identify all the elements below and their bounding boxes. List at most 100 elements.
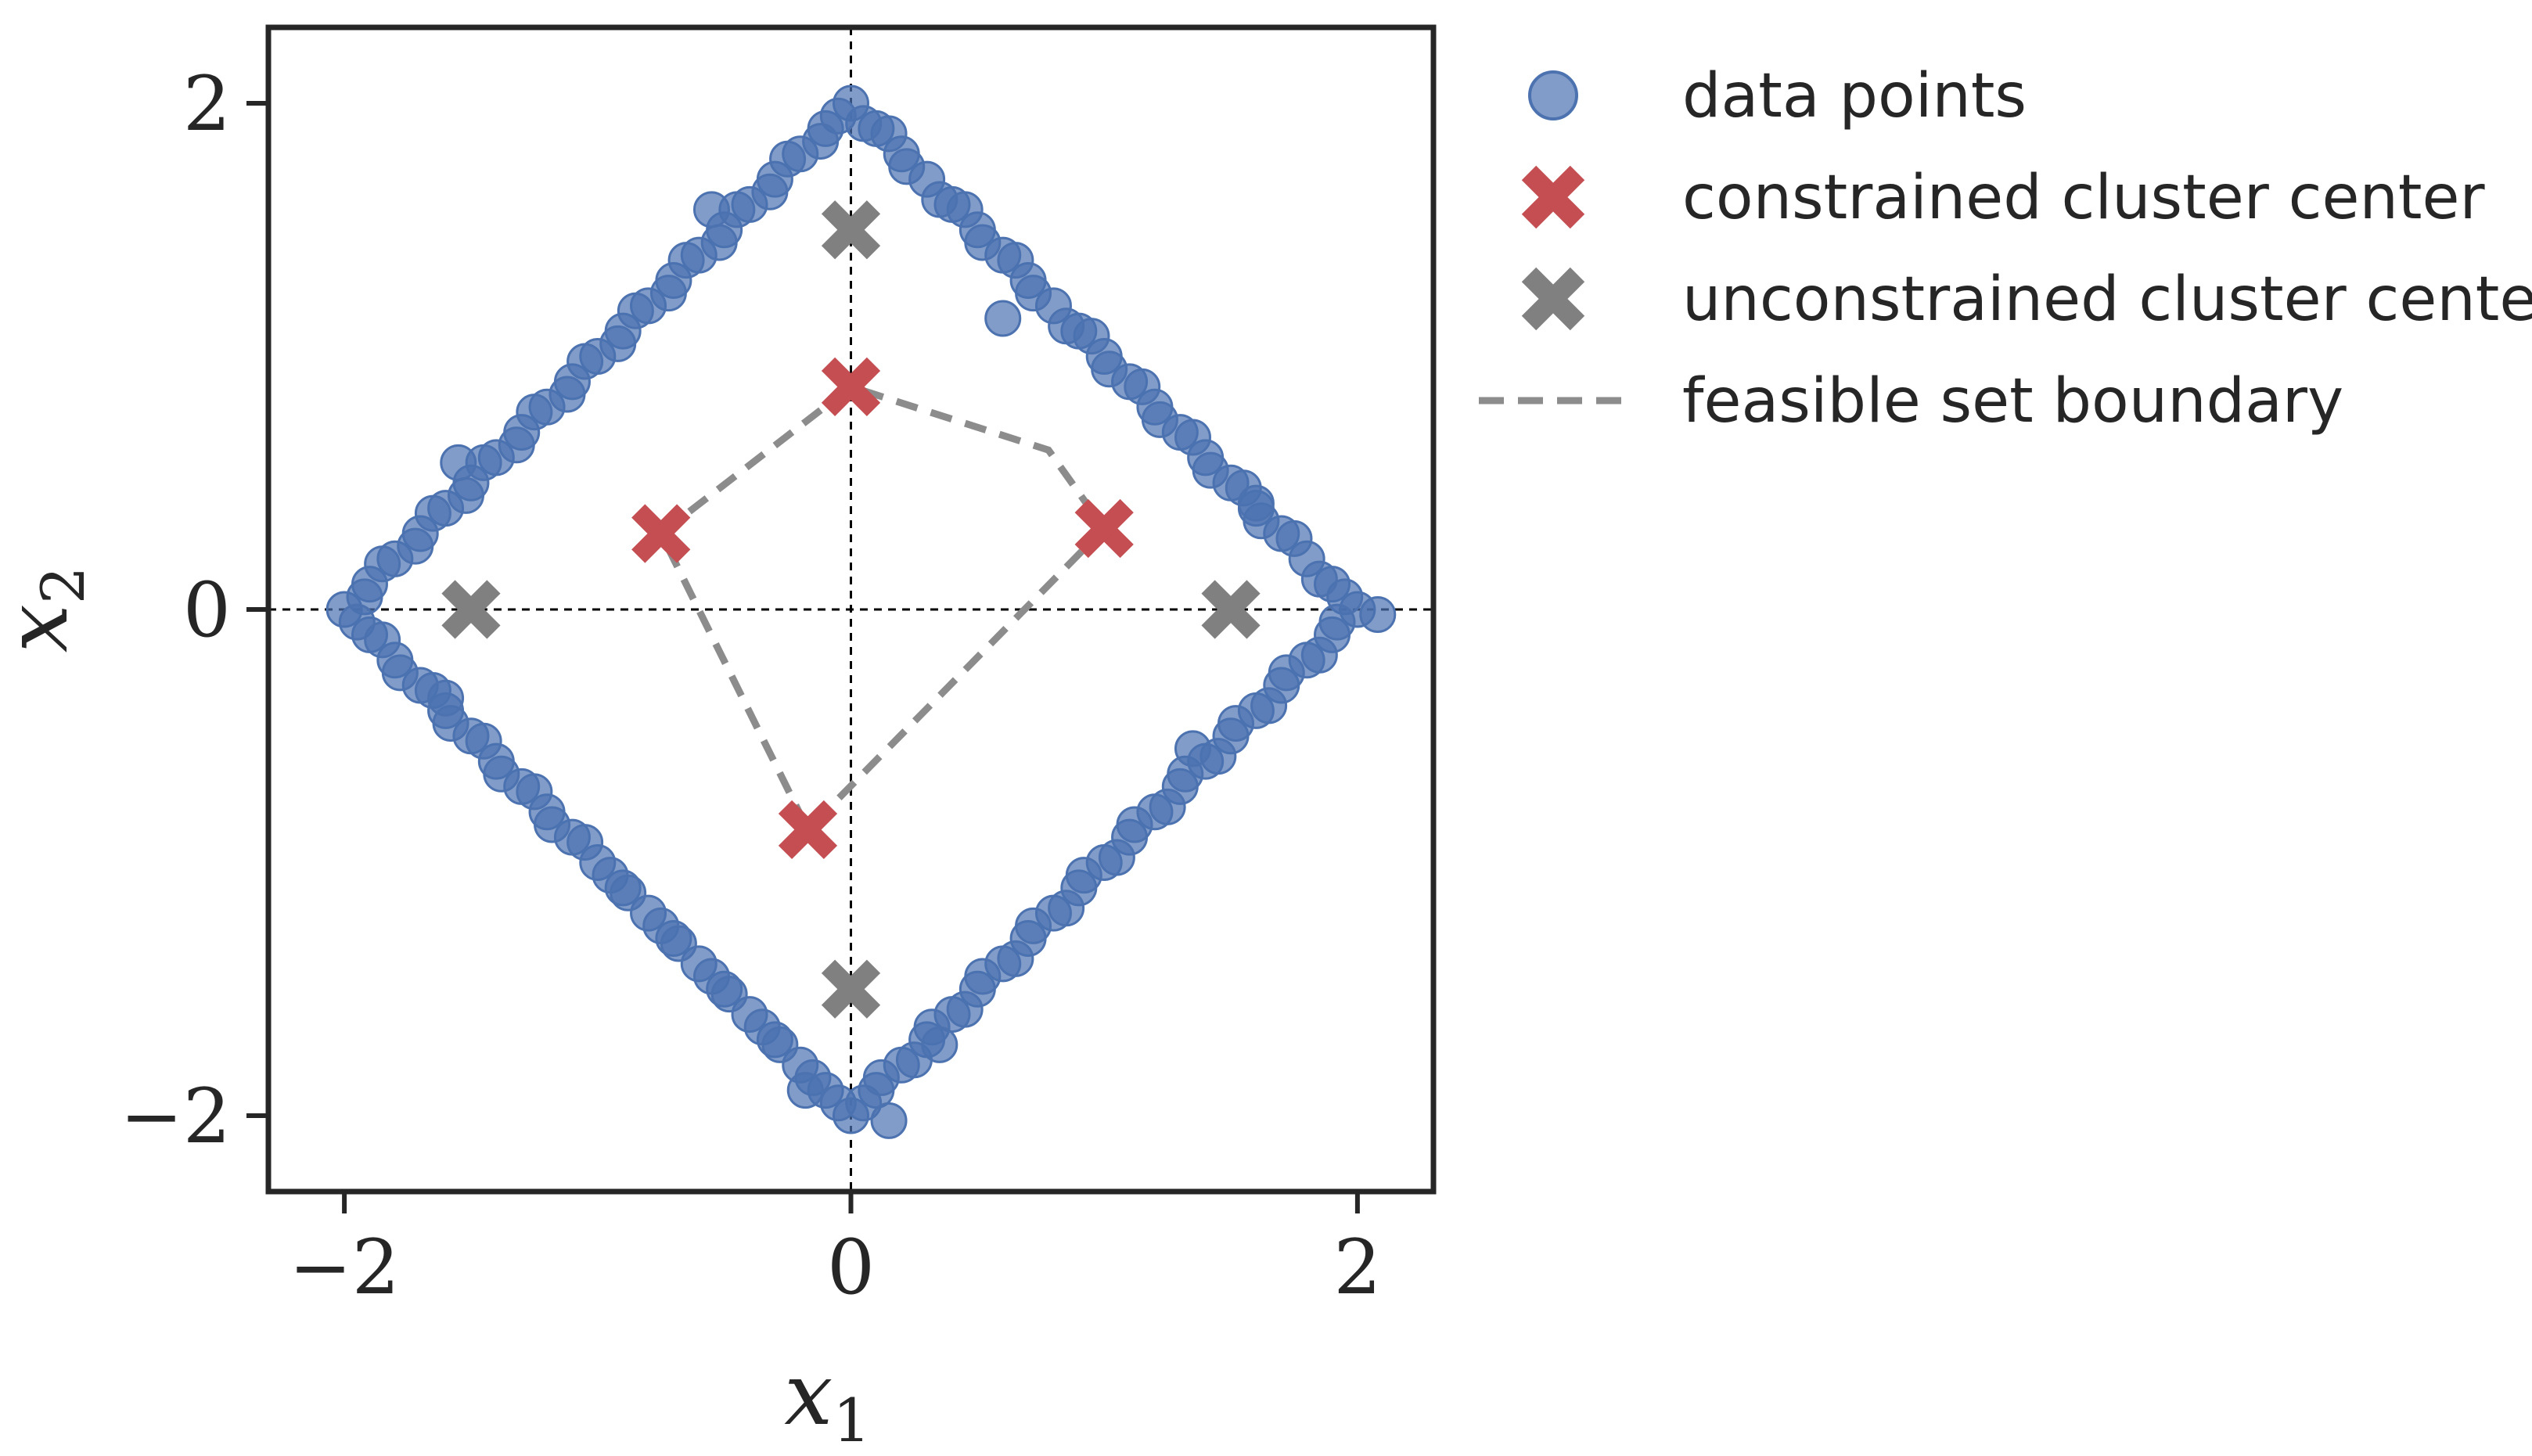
data-point — [427, 679, 465, 717]
y-tick-label: 2 — [183, 60, 231, 148]
unconstrained-cluster-center-marker — [1201, 580, 1261, 639]
data-point — [364, 621, 401, 659]
legend-entry: unconstrained cluster center — [1521, 264, 2532, 335]
data-point — [997, 242, 1034, 279]
legend-constrained-cluster-center-marker — [1521, 165, 1585, 229]
y-tick-label: 0 — [183, 566, 231, 654]
y-tick-label: −2 — [120, 1073, 231, 1160]
data-point — [1149, 788, 1186, 825]
cross-stroke — [1521, 267, 1585, 331]
cross-stroke — [821, 200, 881, 260]
data-point — [566, 343, 604, 380]
data-point — [338, 603, 376, 641]
cross-stroke — [1201, 580, 1261, 639]
data-point — [599, 325, 637, 362]
data-point — [447, 476, 484, 514]
data-point — [692, 191, 730, 228]
data-point — [548, 376, 586, 413]
data-point — [888, 148, 926, 185]
data-point — [498, 426, 535, 464]
cross-stroke — [821, 959, 881, 1019]
x-axis-label: x1 — [784, 1344, 870, 1455]
data-point — [381, 654, 419, 692]
data-point — [516, 394, 553, 431]
data-point — [1217, 705, 1255, 742]
data-point — [1015, 275, 1052, 312]
data-point — [440, 444, 477, 481]
data-point — [769, 140, 807, 178]
data-point — [1174, 419, 1211, 456]
data-point — [1250, 687, 1288, 724]
data-point — [802, 123, 840, 160]
legend-label: constrained cluster center — [1682, 163, 2485, 233]
data-point — [710, 976, 748, 1013]
data-point — [1124, 368, 1161, 405]
data-point — [516, 773, 553, 811]
data-point — [761, 1026, 799, 1063]
data-point — [845, 1084, 883, 1122]
data-point — [1318, 603, 1356, 641]
data-point — [465, 722, 502, 760]
data-point — [819, 97, 857, 135]
legend: data points constrained cluster center unc… — [1479, 61, 2532, 437]
data-point — [700, 224, 738, 261]
constrained-cluster-center-marker — [631, 504, 691, 563]
data-point — [660, 925, 697, 962]
cross-stroke — [631, 504, 691, 563]
unconstrained-cluster-center-marker — [821, 959, 881, 1019]
data-point — [1015, 907, 1052, 944]
data-point — [870, 1102, 908, 1139]
legend-label: unconstrained cluster center — [1682, 264, 2532, 335]
cross-stroke — [778, 800, 838, 860]
data-point — [1275, 519, 1313, 557]
data-point — [364, 545, 401, 583]
data-point — [1091, 351, 1128, 388]
constrained-cluster-center-marker — [1074, 498, 1134, 559]
data-point — [1048, 307, 1085, 345]
cross-stroke — [1521, 165, 1585, 229]
data-point — [862, 1059, 900, 1096]
data-point — [483, 755, 520, 793]
feasible-set-boundary-line — [657, 383, 1110, 836]
cross-stroke — [441, 580, 501, 639]
data-point — [751, 173, 789, 210]
data-point — [1192, 451, 1229, 489]
axes: −2 0 2 −2 0 2 x1 x2 — [0, 24, 1437, 1455]
y-axis-label-subscript: 2 — [28, 566, 98, 604]
data-point — [667, 242, 705, 279]
data-point — [946, 990, 984, 1028]
data-point — [964, 224, 1002, 261]
data-point — [1116, 806, 1153, 843]
legend-entry: feasible set boundary — [1479, 366, 2343, 437]
data-points-series — [325, 84, 1397, 1139]
legend-unconstrained-cluster-center-marker — [1521, 267, 1585, 331]
data-point — [610, 874, 647, 911]
data-point — [921, 181, 958, 218]
constrained-cluster-center-marker — [778, 800, 838, 860]
data-point — [997, 940, 1034, 977]
data-point — [921, 1026, 958, 1063]
data-point — [649, 275, 687, 312]
data-point — [964, 958, 1002, 995]
x-tick-label: 0 — [827, 1224, 875, 1311]
data-point — [534, 806, 571, 843]
data-point — [1300, 636, 1338, 674]
data-point — [984, 300, 1022, 337]
data-point — [1065, 857, 1102, 894]
constrained-cluster-center-marker — [821, 357, 881, 416]
plot-area — [268, 27, 1433, 1192]
unconstrained-cluster-center-marker — [441, 580, 501, 639]
data-point — [786, 1072, 824, 1109]
legend-label: feasible set boundary — [1682, 366, 2343, 437]
data-point — [414, 494, 451, 532]
data-point — [1174, 730, 1211, 768]
data-point — [1048, 890, 1085, 927]
legend-data-points-marker — [1528, 70, 1578, 120]
data-point — [1098, 839, 1135, 876]
data-point — [1268, 654, 1305, 692]
cross-stroke — [1074, 498, 1134, 559]
data-point — [1300, 560, 1338, 598]
cross-stroke — [821, 357, 881, 416]
y-axis-label: x2 — [0, 566, 98, 653]
